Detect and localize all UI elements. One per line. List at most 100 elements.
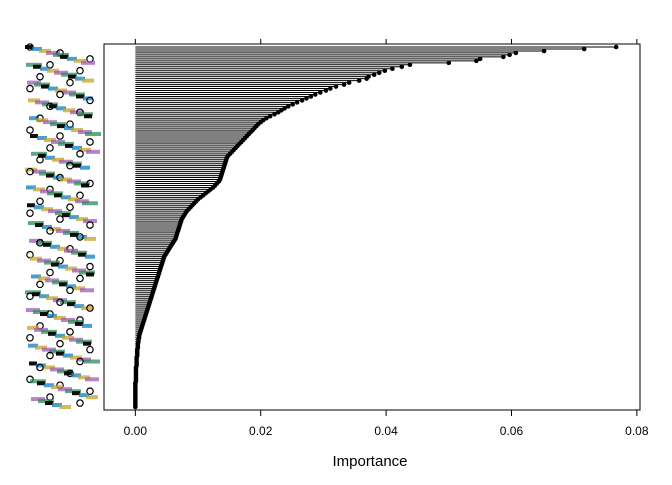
feature-label-mark — [85, 254, 95, 259]
feature-label-mark — [55, 88, 67, 93]
feature-label-mark — [40, 66, 50, 71]
feature-label-mark — [30, 256, 42, 261]
feature-label-mark — [38, 276, 50, 281]
feature-label-mark — [43, 242, 51, 247]
feature-label-mark — [67, 302, 75, 307]
feature-label-mark — [52, 403, 62, 408]
feature-label-mark — [72, 145, 82, 150]
importance-point — [299, 98, 305, 103]
feature-label-mark — [59, 282, 67, 287]
feature-label-mark — [49, 226, 61, 231]
feature-label-mark — [62, 213, 70, 218]
importance-point — [477, 56, 483, 62]
feature-label-mark — [81, 183, 89, 188]
feature-label-glyph — [26, 292, 34, 301]
feature-label-mark — [54, 315, 66, 320]
feature-label-mark — [78, 375, 90, 380]
feature-label-mark — [85, 132, 101, 137]
feature-label-mark — [74, 304, 84, 309]
feature-label-mark — [38, 153, 46, 158]
importance-point — [407, 62, 413, 68]
feature-label-mark — [86, 395, 98, 400]
importance-point — [304, 96, 309, 101]
feature-label-mark — [47, 68, 59, 73]
feature-label-mark — [64, 371, 72, 376]
feature-label-mark — [37, 381, 45, 386]
importance-point — [399, 64, 405, 70]
importance-point — [507, 52, 512, 58]
feature-label-mark — [35, 223, 43, 228]
feature-label-mark — [25, 167, 37, 172]
x-axis-title: Importance — [332, 453, 407, 470]
feature-label-glyph — [46, 268, 54, 277]
feature-label-mark — [79, 393, 89, 398]
feature-label-glyph — [76, 150, 84, 158]
feature-label-glyph — [26, 209, 34, 217]
feature-label-mark — [61, 195, 71, 200]
importance-point — [390, 66, 395, 72]
feature-label-mark — [68, 74, 76, 79]
importance-point — [474, 58, 479, 64]
feature-label-glyph — [36, 197, 44, 206]
feature-label-mark — [44, 383, 54, 388]
feature-label-mark — [68, 197, 80, 202]
importance-point — [341, 82, 347, 87]
feature-label-mark — [28, 98, 40, 103]
feature-label-glyph — [56, 132, 64, 140]
feature-label-mark — [84, 359, 100, 364]
feature-label-mark — [43, 365, 55, 370]
feature-label-mark — [25, 45, 33, 49]
x-tick-label: 0.00 — [124, 424, 148, 438]
feature-label-glyph — [76, 66, 84, 75]
x-tick-label: 0.04 — [374, 424, 398, 438]
importance-point — [290, 102, 295, 107]
feature-label-mark — [60, 54, 68, 59]
feature-label-mark — [85, 377, 99, 382]
feature-label-mark — [27, 325, 39, 330]
feature-label-glyph — [36, 280, 44, 289]
feature-label-glyph — [46, 351, 54, 360]
feature-label-mark — [58, 264, 68, 269]
feature-label-mark — [84, 236, 96, 241]
feature-label-mark — [67, 56, 77, 61]
feature-label-glyph — [66, 286, 74, 295]
feature-label-mark — [59, 405, 71, 409]
feature-label-glyph — [76, 233, 84, 241]
feature-label-mark — [57, 246, 69, 251]
feature-label-mark — [65, 266, 77, 271]
feature-label-glyph — [36, 363, 44, 372]
feature-label-mark — [41, 84, 49, 89]
feature-label-mark — [80, 288, 94, 293]
feature-label-mark — [39, 48, 51, 53]
feature-label-mark — [63, 353, 73, 358]
feature-label-mark — [46, 173, 54, 178]
feature-label-mark — [48, 86, 58, 91]
feature-label-mark — [33, 64, 41, 69]
feature-label-mark — [71, 373, 81, 378]
importance-point — [286, 104, 291, 109]
feature-label-glyph — [66, 328, 74, 336]
feature-label-glyph — [36, 72, 44, 81]
feature-label-glyph — [46, 102, 54, 111]
feature-label-mark — [66, 284, 76, 289]
feature-label-mark — [45, 401, 53, 406]
importance-point — [541, 48, 547, 54]
feature-label-mark — [39, 294, 49, 299]
importance-point — [376, 70, 382, 76]
importance-point — [501, 54, 506, 60]
importance-point — [328, 86, 333, 91]
feature-label-glyph — [66, 161, 74, 170]
feature-label-mark — [69, 215, 79, 220]
feature-label-glyph — [26, 333, 34, 342]
feature-label-mark — [63, 108, 75, 113]
importance-point — [613, 44, 619, 50]
feature-label-glyph — [86, 96, 94, 105]
importance-point — [308, 94, 314, 99]
feature-label-mark — [74, 58, 86, 63]
feature-label-mark — [36, 118, 48, 123]
importance-stems — [135, 46, 617, 382]
importance-point — [446, 60, 452, 66]
x-tick-label: 0.06 — [500, 424, 524, 438]
